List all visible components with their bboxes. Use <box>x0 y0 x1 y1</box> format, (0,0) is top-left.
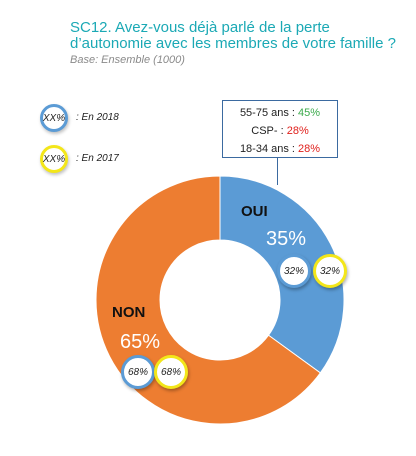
slice-pct-oui: 35% <box>266 228 307 250</box>
callout-label: CSP- : <box>251 125 287 137</box>
callout-value: 45% <box>298 107 321 119</box>
callout-value: 28% <box>298 143 321 155</box>
bubble-non-2018: 68% <box>121 355 155 389</box>
legend-label-2018: : En 2018 <box>76 112 119 123</box>
slice-pct-non: 65% <box>120 331 161 353</box>
legend-symbol-2017: XX% <box>40 145 68 173</box>
slice-label-oui: OUI <box>241 203 268 220</box>
chart-base: Base: Ensemble (1000) <box>70 54 185 66</box>
callout-row: 18-34 ans : 28% <box>223 141 337 157</box>
callout-label: 18-34 ans : <box>239 143 299 155</box>
callout-pointer-line <box>277 157 278 185</box>
chart-title: SC12. Avez-vous déjà parlé de la perte d… <box>70 19 396 52</box>
segment-callout-box: 55-75 ans : 45% CSP- : 28% 18-34 ans : 2… <box>222 100 338 158</box>
legend-label-2017: : En 2017 <box>76 153 119 164</box>
legend-symbol-2018: XX% <box>40 104 68 132</box>
callout-row: CSP- : 28% <box>223 123 337 139</box>
bubble-oui-2018: 32% <box>277 254 311 288</box>
callout-row: 55-75 ans : 45% <box>223 105 337 121</box>
callout-value: 28% <box>286 125 309 137</box>
bubble-non-2017: 68% <box>154 355 188 389</box>
bubble-oui-2017: 32% <box>313 254 347 288</box>
slice-label-non: NON <box>112 304 146 321</box>
callout-label: 55-75 ans : <box>239 107 299 119</box>
